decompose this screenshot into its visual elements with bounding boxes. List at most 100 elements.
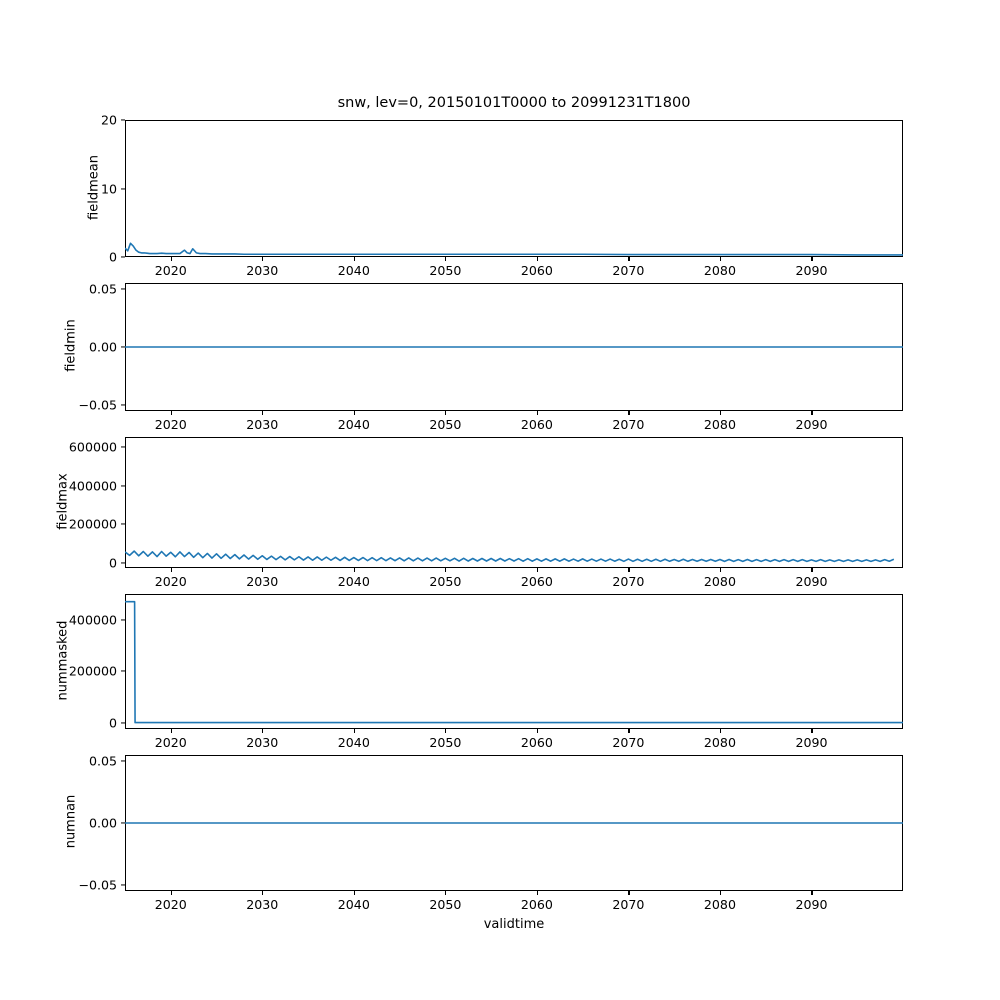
x-tick-label: 2030 <box>246 735 279 750</box>
plot-panel-fieldmin: −0.05 0.00 0.05 2020 2030 2040 2050 2060 2070 208… <box>64 281 903 432</box>
y-axis-label-fieldmin: fieldmin <box>63 319 79 372</box>
plot-panel-fieldmean: 0 10 20 2020 2030 2040 2050 2060 2070 2080 2090 fie… <box>86 113 903 278</box>
x-tick-label: 2070 <box>612 263 645 278</box>
axes-frame <box>125 437 903 568</box>
series-line-nummasked <box>125 602 903 723</box>
axes-frame <box>125 120 903 257</box>
x-tick-label: 2080 <box>703 574 736 589</box>
x-tick-mark <box>170 729 172 733</box>
x-tick-label: 2040 <box>337 574 370 589</box>
x-tick-mark <box>719 729 722 733</box>
y-tick-mark <box>121 822 125 824</box>
x-tick-mark <box>536 891 538 895</box>
y-tick-label: 0 <box>108 555 117 571</box>
x-tick-label: 2030 <box>246 263 279 278</box>
x-tick-label: 2090 <box>795 574 828 589</box>
y-tick-mark <box>121 523 125 525</box>
x-tick-label: 2040 <box>337 897 370 912</box>
x-tick-label: 2050 <box>429 574 462 589</box>
y-tick-mark <box>121 722 125 724</box>
x-tick-label: 2050 <box>429 417 462 432</box>
x-tick-mark <box>353 411 355 415</box>
x-axis-label: validtime <box>483 917 545 932</box>
y-tick-mark <box>121 119 125 121</box>
x-tick-label: 2030 <box>246 897 279 912</box>
y-tick-label: 0 <box>108 249 117 265</box>
x-tick-mark <box>628 568 630 572</box>
x-tick-mark <box>628 729 630 733</box>
x-tick-mark <box>445 411 447 415</box>
plot-panel-numnan: −0.05 0.00 0.05 2020 2030 2040 2050 2060 2070 208… <box>64 754 903 912</box>
x-tick-mark <box>719 411 722 415</box>
x-tick-label: 2090 <box>795 417 828 432</box>
x-tick-mark <box>719 568 722 572</box>
y-tick-mark <box>121 187 125 190</box>
series-line-fieldmax <box>125 551 894 561</box>
x-tick-mark <box>536 411 538 415</box>
x-tick-mark <box>170 568 172 572</box>
y-tick-mark <box>121 884 125 886</box>
x-tick-label: 2070 <box>612 574 645 589</box>
y-tick-mark <box>121 346 125 348</box>
plot-area <box>125 755 903 891</box>
y-axis-label-fieldmean: fieldmean <box>86 154 102 220</box>
x-tick-mark <box>353 568 355 572</box>
x-tick-mark <box>811 257 813 261</box>
plot-panel-fieldmax: 0 200000 400000 600000 2020 2030 2040 2050 2060 2… <box>56 437 903 589</box>
plot-area <box>125 437 903 568</box>
x-tick-label: 2040 <box>337 263 370 278</box>
x-tick-mark <box>811 729 813 733</box>
x-tick-label: 2020 <box>154 417 187 432</box>
y-tick-label: −0.05 <box>78 397 117 413</box>
x-tick-mark <box>445 568 447 572</box>
x-tick-mark <box>170 257 172 261</box>
x-tick-mark <box>353 257 355 261</box>
y-tick-mark <box>121 288 125 290</box>
x-tick-label: 2030 <box>246 574 279 589</box>
x-tick-mark <box>262 891 264 895</box>
x-tick-mark <box>262 568 264 572</box>
y-axis-label-numnan: numnan <box>63 794 79 849</box>
x-tick-mark <box>353 729 355 733</box>
x-tick-mark <box>811 411 813 415</box>
y-tick-label: 0.05 <box>88 281 117 297</box>
y-tick-mark <box>121 484 125 487</box>
x-tick-label: 2090 <box>795 263 828 278</box>
x-tick-label: 2060 <box>520 897 553 912</box>
x-tick-label: 2080 <box>703 417 736 432</box>
x-tick-mark <box>628 411 630 415</box>
y-tick-label: 600000 <box>68 439 117 455</box>
figure-title: snw, lev=0, 20150101T0000 to 20991231T18… <box>337 95 691 111</box>
x-tick-mark <box>536 257 538 261</box>
x-tick-label: 2050 <box>429 735 462 750</box>
y-tick-mark <box>121 446 125 448</box>
x-tick-mark <box>719 257 722 261</box>
axes-frame <box>125 594 903 729</box>
x-tick-label: 2050 <box>429 897 462 912</box>
y-tick-label: 200000 <box>68 516 117 532</box>
y-tick-label: 200000 <box>68 663 117 679</box>
x-tick-label: 2020 <box>154 897 187 912</box>
x-tick-mark <box>628 891 630 895</box>
plot-area <box>125 594 903 729</box>
x-tick-mark <box>445 729 447 733</box>
y-tick-label: 400000 <box>68 612 117 628</box>
x-tick-label: 2070 <box>612 897 645 912</box>
x-tick-label: 2050 <box>429 263 462 278</box>
y-tick-label: 20 <box>100 112 117 128</box>
x-tick-label: 2040 <box>337 735 370 750</box>
x-tick-label: 2070 <box>612 735 645 750</box>
y-tick-mark <box>121 404 125 406</box>
x-tick-label: 2060 <box>520 263 553 278</box>
x-tick-mark <box>536 729 538 733</box>
y-tick-mark <box>121 256 125 258</box>
series-line-fieldmean <box>125 243 903 255</box>
y-tick-label: 400000 <box>68 478 117 494</box>
x-tick-label: 2020 <box>154 735 187 750</box>
plot-area <box>125 120 903 257</box>
x-tick-label: 2090 <box>795 735 828 750</box>
x-tick-mark <box>262 257 264 261</box>
x-tick-mark <box>628 257 630 261</box>
x-tick-mark <box>811 568 813 572</box>
